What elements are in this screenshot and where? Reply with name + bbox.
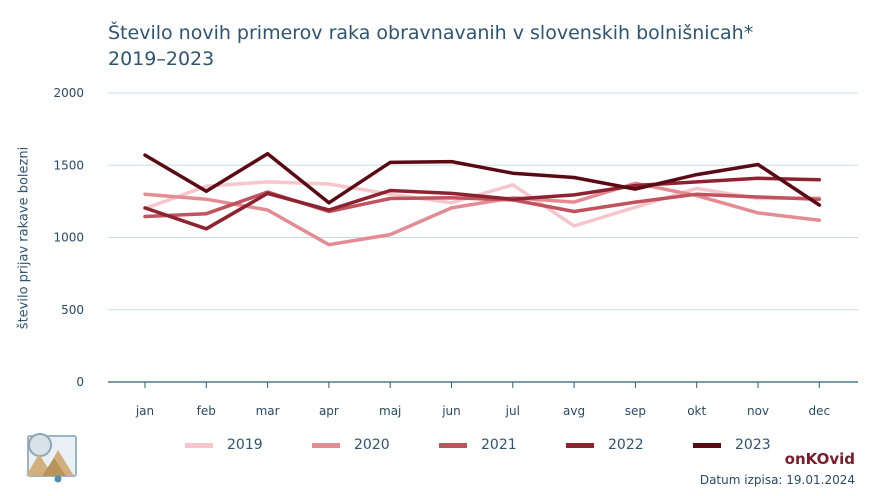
series-line-2020[interactable]: [143, 181, 822, 247]
x-axis: [108, 381, 858, 388]
series-line-2022[interactable]: [143, 176, 822, 231]
x-tick-label: dec: [808, 404, 830, 418]
x-tick-label: jun: [441, 404, 461, 418]
legend-swatch: [439, 442, 467, 448]
legend-label: 2023: [735, 437, 771, 453]
x-tick-label: jul: [505, 404, 520, 418]
x-tick-label: avg: [563, 404, 585, 418]
legend-item-2020[interactable]: 2020: [312, 437, 390, 453]
chart-title-line1: Število novih primerov raka obravnavanih…: [108, 22, 754, 44]
legend-swatch: [693, 442, 721, 448]
series-lines: [143, 151, 822, 247]
x-tick-label: apr: [319, 404, 339, 418]
print-date: Datum izpisa: 19.01.2024: [699, 473, 855, 487]
brand-name: onKOvid: [784, 450, 855, 468]
legend-swatch: [312, 442, 340, 448]
legend-label: 2022: [608, 437, 644, 453]
x-tick-label: nov: [747, 404, 769, 418]
y-tick-labels: 0 500 1000 1500 2000: [53, 86, 84, 389]
series-line-2021[interactable]: [143, 190, 822, 219]
x-tick-label: okt: [687, 404, 706, 418]
chart-title: Število novih primerov raka obravnavanih…: [108, 20, 753, 72]
legend-item-2019[interactable]: 2019: [185, 437, 263, 453]
x-tick-label: mar: [256, 404, 280, 418]
y-tick-label: 1000: [53, 231, 84, 245]
series-line-2019[interactable]: [143, 180, 822, 228]
y-tick-label: 500: [61, 303, 84, 317]
x-tick-labels: jan feb mar apr maj jun jul avg sep okt nov dec: [135, 404, 830, 418]
onkovid-logo-icon: [22, 428, 80, 488]
chart-subtitle: 2019–2023: [108, 48, 215, 70]
legend-label: 2021: [481, 437, 517, 453]
legend-label: 2020: [354, 437, 390, 453]
series-line-2023[interactable]: [143, 151, 822, 207]
x-tick-label: sep: [625, 404, 646, 418]
grid-lines: [108, 92, 858, 311]
legend-item-2021[interactable]: 2021: [439, 437, 517, 453]
legend-item-2023[interactable]: 2023: [693, 437, 771, 453]
legend-swatch: [185, 442, 213, 448]
y-tick-label: 1500: [53, 158, 84, 172]
legend-label: 2019: [227, 437, 263, 453]
y-tick-label: 2000: [53, 86, 84, 100]
y-tick-label: 0: [76, 375, 84, 389]
legend-swatch: [566, 442, 594, 448]
x-tick-label: jan: [135, 404, 154, 418]
legend-item-2022[interactable]: 2022: [566, 437, 644, 453]
x-tick-label: maj: [379, 404, 401, 418]
x-tick-label: feb: [197, 404, 216, 418]
